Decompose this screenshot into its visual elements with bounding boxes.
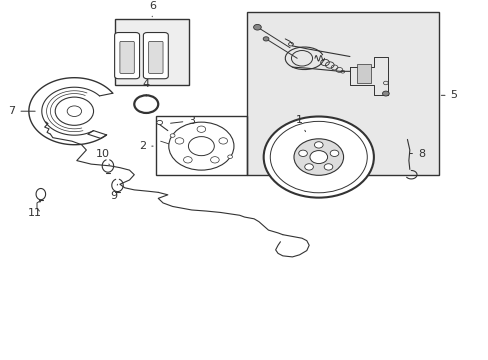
Bar [246, 13, 438, 175]
Circle shape [183, 157, 192, 163]
Text: 10: 10 [96, 149, 110, 165]
Circle shape [382, 91, 388, 96]
Bar [156, 117, 246, 175]
FancyBboxPatch shape [148, 41, 163, 73]
Circle shape [324, 164, 332, 170]
Text: 3: 3 [170, 116, 195, 126]
Circle shape [253, 24, 261, 30]
Text: 4: 4 [142, 79, 149, 96]
Bar [115, 19, 189, 85]
Text: 9: 9 [110, 184, 118, 201]
Circle shape [314, 142, 323, 148]
FancyBboxPatch shape [143, 32, 168, 79]
Circle shape [263, 117, 373, 198]
Text: 5: 5 [441, 90, 457, 100]
FancyBboxPatch shape [120, 41, 134, 73]
Circle shape [197, 126, 205, 132]
Circle shape [263, 37, 268, 41]
Text: 8: 8 [409, 149, 424, 158]
Circle shape [329, 150, 338, 157]
Text: 6: 6 [148, 1, 156, 17]
Circle shape [309, 150, 327, 163]
Circle shape [175, 138, 183, 144]
Circle shape [304, 164, 313, 170]
FancyBboxPatch shape [114, 32, 139, 79]
Circle shape [293, 139, 343, 175]
Circle shape [188, 136, 214, 156]
Bar [356, 64, 371, 83]
Circle shape [170, 134, 175, 137]
Text: 7: 7 [8, 106, 35, 116]
Text: 11: 11 [27, 201, 41, 217]
Text: 2: 2 [139, 141, 153, 151]
Circle shape [210, 157, 219, 163]
Circle shape [157, 120, 162, 125]
Circle shape [227, 155, 232, 158]
Circle shape [55, 97, 93, 125]
Circle shape [298, 150, 307, 157]
Text: 1: 1 [296, 115, 305, 132]
Circle shape [168, 122, 233, 170]
Circle shape [270, 121, 366, 193]
Circle shape [67, 106, 81, 117]
Circle shape [219, 138, 227, 144]
